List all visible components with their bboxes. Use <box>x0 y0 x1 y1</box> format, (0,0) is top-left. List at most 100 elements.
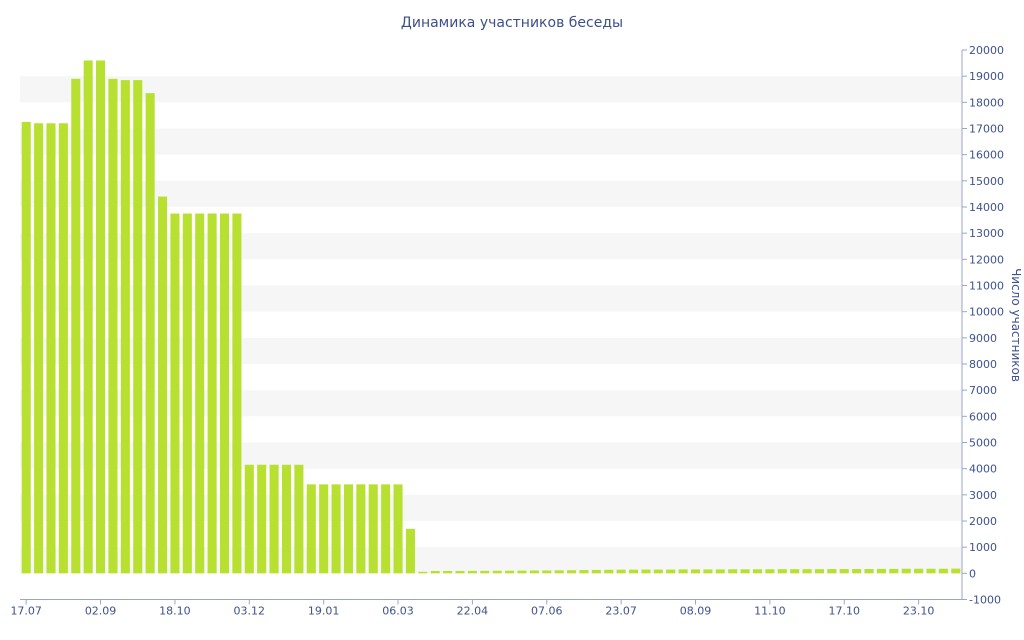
bar <box>71 78 81 574</box>
bar <box>591 569 601 574</box>
bar <box>108 78 118 574</box>
y-tick-label: 0 <box>969 567 976 580</box>
bar <box>83 60 93 574</box>
bar-series <box>21 60 961 574</box>
bar <box>604 569 614 574</box>
x-tick-label: 18.10 <box>159 605 191 618</box>
bar <box>951 568 961 574</box>
x-tick-label: 23.07 <box>605 605 637 618</box>
bar <box>814 569 824 574</box>
bar <box>876 568 886 574</box>
y-tick-label: 3000 <box>969 489 997 502</box>
y-tick-label: 13000 <box>969 227 1004 240</box>
bar <box>616 569 626 574</box>
x-tick-label: 02.09 <box>85 605 117 618</box>
bar <box>195 213 205 574</box>
y-tick-label: 19000 <box>969 70 1004 83</box>
bar <box>418 571 428 574</box>
bar <box>244 464 254 574</box>
bar <box>232 213 242 574</box>
bar <box>319 484 329 574</box>
x-axis-ticks: 17.07 02.09 18.10 03.12 19.01 06.03 22.04 07.06… <box>10 599 935 618</box>
bar <box>145 93 155 574</box>
bar <box>554 570 564 574</box>
bar <box>790 569 800 574</box>
x-tick-label: 23.10 <box>903 605 935 618</box>
chart-title: Динамика участников беседы <box>401 15 623 31</box>
bar <box>678 569 688 574</box>
y-tick-label: 17000 <box>969 123 1004 136</box>
bar <box>381 484 391 574</box>
x-tick-label: 08.09 <box>680 605 712 618</box>
bar <box>356 484 366 574</box>
bar <box>629 569 639 574</box>
bar <box>666 569 676 574</box>
x-tick-label: 07.06 <box>531 605 563 618</box>
bar <box>182 213 192 574</box>
bar <box>653 569 663 574</box>
bar <box>21 121 31 574</box>
axes <box>20 50 963 600</box>
bar <box>34 123 44 574</box>
bar <box>120 80 130 574</box>
x-tick-label: 03.12 <box>234 605 266 618</box>
bar <box>158 196 168 574</box>
y-tick-label: 9000 <box>969 332 997 345</box>
bar <box>901 568 911 574</box>
bar <box>703 569 713 574</box>
bar <box>405 528 415 574</box>
bar <box>46 123 56 574</box>
bar <box>207 213 217 574</box>
y-tick-label: 16000 <box>969 149 1004 162</box>
bar <box>542 570 552 574</box>
bar <box>480 570 490 574</box>
bar <box>777 569 787 574</box>
grid-band <box>20 180 962 207</box>
bar <box>802 569 812 574</box>
y-tick-label: 10000 <box>969 306 1004 319</box>
y-tick-label: 20000 <box>969 44 1004 57</box>
bar <box>294 464 304 574</box>
y-tick-label: 14000 <box>969 201 1004 214</box>
bar <box>740 569 750 574</box>
bar <box>938 568 948 574</box>
y-tick-label: 5000 <box>969 437 997 450</box>
bar <box>96 60 106 574</box>
bar <box>219 213 230 574</box>
y-tick-label: 4000 <box>969 463 997 476</box>
y-axis-ticks: -1000 0 1000 2000 3000 4000 5000 6000 7000 8000 90… <box>962 44 1004 607</box>
bar <box>467 570 477 574</box>
bar <box>579 570 589 574</box>
bar <box>58 123 68 574</box>
x-tick-label: 22.04 <box>457 605 489 618</box>
bar <box>505 570 515 574</box>
bar <box>715 569 725 574</box>
bar <box>690 569 701 574</box>
bar <box>306 484 316 574</box>
y-axis-label: Число участников <box>1009 268 1023 382</box>
bar <box>839 569 849 574</box>
bar <box>752 569 763 574</box>
bar <box>331 484 341 574</box>
bar <box>641 569 651 574</box>
y-tick-label: 12000 <box>969 253 1004 266</box>
grid-band <box>20 76 962 103</box>
bar <box>567 570 577 574</box>
bar <box>393 484 403 574</box>
x-tick-label: 11.10 <box>754 605 786 618</box>
bar <box>368 484 378 574</box>
x-tick-label: 19.01 <box>308 605 340 618</box>
y-tick-label: 18000 <box>969 96 1004 109</box>
bar <box>926 568 936 574</box>
bar <box>257 464 267 574</box>
bar <box>443 570 453 574</box>
y-tick-label: -1000 <box>969 594 1001 607</box>
y-tick-label: 2000 <box>969 515 997 528</box>
bar <box>728 569 738 574</box>
y-tick-label: 8000 <box>969 358 997 371</box>
bar <box>492 570 502 574</box>
bar <box>269 464 279 574</box>
y-tick-label: 1000 <box>969 541 997 554</box>
bar <box>765 569 775 574</box>
